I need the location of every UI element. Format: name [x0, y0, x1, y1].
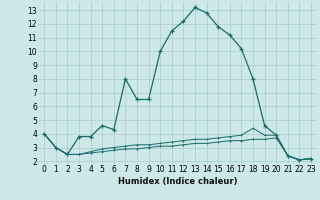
X-axis label: Humidex (Indice chaleur): Humidex (Indice chaleur)	[118, 177, 237, 186]
